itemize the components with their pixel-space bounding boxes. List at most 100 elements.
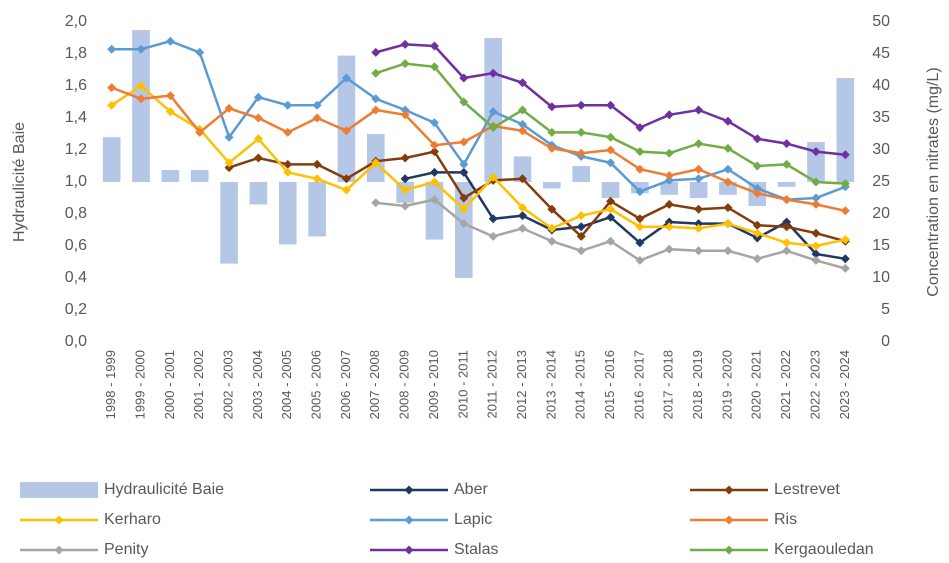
x-tick-label: 2012 - 2013: [514, 350, 529, 419]
marker: [664, 222, 674, 232]
marker: [840, 179, 850, 189]
marker: [371, 94, 381, 104]
x-tick-label: 2005 - 2006: [309, 350, 324, 419]
marker: [518, 223, 528, 233]
marker: [224, 132, 234, 142]
marker: [341, 126, 351, 136]
legend-label: Lestrevet: [774, 481, 840, 498]
marker: [723, 164, 733, 174]
x-tick-label: 2013 - 2014: [543, 350, 558, 419]
x-tick-label: 2011 - 2012: [485, 350, 500, 418]
marker: [606, 196, 616, 206]
marker: [723, 219, 733, 229]
marker: [400, 110, 410, 120]
marker: [429, 147, 439, 157]
marker: [518, 126, 528, 136]
bar: [102, 137, 121, 182]
marker: [429, 62, 439, 72]
y-tick-label: 1,8: [65, 45, 87, 62]
legend-swatch: [404, 545, 414, 555]
marker: [811, 147, 821, 157]
bar: [425, 182, 444, 240]
x-tick-label: 2008 - 2009: [397, 350, 412, 419]
bar: [572, 166, 591, 182]
marker: [752, 183, 762, 193]
marker: [312, 159, 322, 169]
marker: [694, 139, 704, 149]
x-tick-label: 2004 - 2005: [279, 350, 294, 419]
marker: [576, 100, 586, 110]
marker: [840, 254, 850, 264]
marker: [606, 100, 616, 110]
marker: [400, 153, 410, 163]
marker: [840, 235, 850, 245]
marker: [694, 164, 704, 174]
x-tick-label: 2010 - 2011: [455, 350, 470, 418]
marker: [752, 188, 762, 198]
marker: [518, 78, 528, 88]
marker: [195, 47, 205, 57]
marker: [664, 110, 674, 120]
y2-tick-label: 5: [881, 301, 890, 318]
marker: [107, 83, 117, 93]
marker: [576, 211, 586, 221]
x-tick-label: 2021 - 2022: [778, 350, 793, 419]
marker: [283, 127, 293, 137]
marker: [635, 164, 645, 174]
marker: [429, 41, 439, 51]
marker: [606, 212, 616, 222]
marker: [547, 102, 557, 112]
x-tick-label: 2014 - 2015: [573, 350, 588, 419]
marker: [723, 116, 733, 126]
marker: [488, 231, 498, 241]
legend-swatch: [724, 545, 734, 555]
bar: [836, 78, 855, 182]
marker: [253, 113, 263, 123]
marker: [694, 246, 704, 256]
marker: [341, 174, 351, 184]
marker: [811, 193, 821, 203]
legend-swatch: [20, 482, 98, 498]
marker: [547, 127, 557, 137]
y2-tick-label: 0: [881, 333, 890, 350]
marker: [782, 222, 792, 232]
x-tick-label: 2022 - 2023: [807, 350, 822, 419]
y2-tick-label: 15: [872, 237, 890, 254]
x-tick-label: 2000 - 2001: [162, 350, 177, 419]
bar: [337, 55, 356, 182]
marker: [518, 105, 528, 115]
bar: [220, 182, 238, 264]
marker: [782, 195, 792, 205]
marker: [488, 123, 498, 133]
marker: [429, 140, 439, 150]
bar: [308, 182, 326, 237]
marker: [782, 238, 792, 248]
marker: [635, 255, 645, 265]
legend-swatch: [724, 485, 734, 495]
marker: [782, 139, 792, 149]
marker: [664, 148, 674, 158]
marker: [253, 134, 263, 144]
marker: [606, 132, 616, 142]
legend-label: Stalas: [454, 541, 498, 558]
bar: [660, 182, 679, 195]
marker: [547, 236, 557, 246]
marker: [224, 158, 234, 168]
bar: [132, 30, 150, 182]
marker: [811, 249, 821, 259]
marker: [576, 127, 586, 137]
marker: [723, 143, 733, 153]
x-tick-label: 1999 - 2000: [132, 350, 147, 419]
marker: [400, 185, 410, 195]
marker: [723, 177, 733, 187]
marker: [694, 174, 704, 184]
marker: [459, 97, 469, 107]
y-tick-label: 2,0: [65, 13, 87, 30]
marker: [459, 204, 469, 214]
marker: [488, 172, 498, 182]
marker: [840, 263, 850, 273]
bar: [601, 182, 620, 198]
marker: [371, 68, 381, 78]
bar: [689, 182, 708, 198]
